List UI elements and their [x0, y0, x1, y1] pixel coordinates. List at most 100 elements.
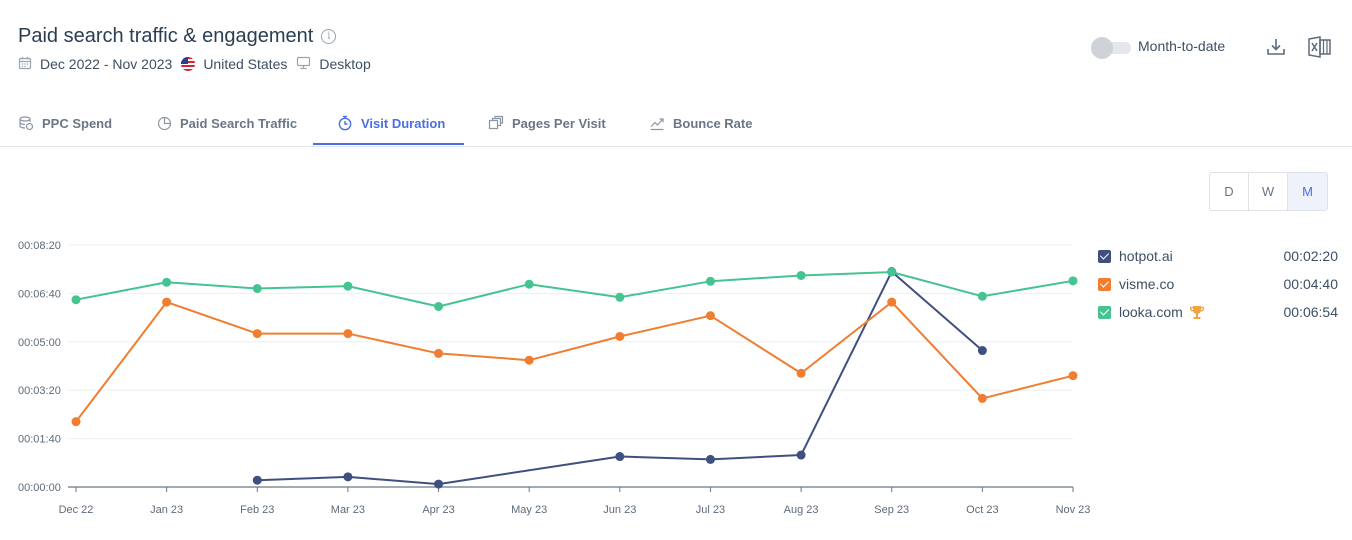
x-tick-label: Mar 23	[331, 504, 365, 516]
metric-tabs: PPC Spend Paid Search Traffic Visit Dura…	[0, 99, 1352, 147]
chart-gridlines	[68, 244, 1073, 488]
data-point[interactable]	[705, 276, 715, 286]
desktop-icon	[296, 56, 311, 73]
excel-export-icon[interactable]	[1308, 36, 1331, 58]
x-tick-label: Jun 23	[603, 504, 636, 516]
granularity-monthly-button[interactable]: M	[1288, 173, 1327, 210]
checkbox-icon[interactable]	[1098, 277, 1111, 291]
data-point[interactable]	[524, 355, 534, 365]
tab-ppc-spend[interactable]: PPC Spend	[18, 99, 112, 147]
data-point[interactable]	[71, 295, 81, 305]
y-tick-label: 00:06:40	[18, 288, 61, 300]
legend-label: visme.co	[1119, 276, 1175, 292]
tab-paid-search-traffic[interactable]: Paid Search Traffic	[157, 99, 297, 147]
legend-item-looka[interactable]: looka.com 00:06:54	[1098, 298, 1338, 326]
date-range[interactable]: Dec 2022 - Nov 2023	[40, 56, 173, 72]
x-tick-label: Aug 23	[784, 504, 819, 516]
data-point[interactable]	[252, 284, 262, 294]
visit-duration-chart: 00:00:00 00:01:40 00:03:20 00:05:00 00:06:40…	[18, 240, 1090, 516]
data-point[interactable]	[1068, 371, 1078, 381]
data-point[interactable]	[705, 311, 715, 321]
granularity-switch: D W M	[1209, 172, 1328, 211]
checkbox-icon[interactable]	[1098, 305, 1111, 319]
report-filters: Dec 2022 - Nov 2023 United States Deskto…	[18, 54, 380, 74]
y-axis-ticks: 00:00:00 00:01:40 00:03:20 00:05:00 00:06:40…	[18, 240, 61, 494]
series-line	[75, 271, 1074, 308]
country-filter[interactable]: United States	[203, 56, 288, 72]
data-point[interactable]	[796, 368, 806, 378]
tab-label: Paid Search Traffic	[180, 115, 298, 131]
data-point[interactable]	[434, 479, 444, 489]
granularity-daily-button[interactable]: D	[1210, 173, 1249, 210]
trend-icon	[649, 115, 665, 131]
x-tick-label: Dec 22	[59, 504, 94, 516]
data-point[interactable]	[434, 301, 444, 311]
data-point[interactable]	[71, 417, 81, 427]
month-to-date-label: Month-to-date	[1138, 38, 1226, 54]
series-looka-com	[71, 267, 1078, 311]
legend-item-hotpot[interactable]: hotpot.ai 00:02:20	[1098, 242, 1338, 270]
legend-value: 00:02:20	[1283, 248, 1339, 264]
report-header: Paid search traffic & engagement i Dec 2…	[18, 22, 380, 74]
tab-label: PPC Spend	[42, 115, 113, 131]
data-point[interactable]	[977, 291, 987, 301]
data-point[interactable]	[977, 393, 987, 403]
data-point[interactable]	[1068, 276, 1078, 286]
tab-label: Visit Duration	[361, 115, 446, 131]
granularity-weekly-button[interactable]: W	[1249, 173, 1288, 210]
data-point[interactable]	[615, 452, 625, 462]
pages-icon	[488, 115, 504, 131]
info-icon[interactable]: i	[321, 28, 337, 44]
tab-visit-duration[interactable]: Visit Duration	[337, 99, 445, 147]
series-line	[75, 301, 1074, 423]
x-tick-label: May 23	[511, 504, 547, 516]
series-visme-co	[71, 297, 1078, 427]
data-point[interactable]	[615, 331, 625, 341]
device-filter[interactable]: Desktop	[319, 56, 371, 72]
us-flag-icon	[181, 57, 196, 71]
trophy-icon	[1189, 305, 1205, 320]
chart-series	[71, 267, 1078, 489]
data-point[interactable]	[796, 270, 806, 280]
legend-item-visme[interactable]: visme.co 00:04:40	[1098, 270, 1338, 298]
checkbox-icon[interactable]	[1098, 249, 1111, 263]
data-point[interactable]	[343, 472, 353, 482]
data-point[interactable]	[343, 329, 353, 339]
x-tick-label: Oct 23	[966, 504, 998, 516]
data-point[interactable]	[252, 475, 262, 485]
x-tick-label: Apr 23	[422, 504, 454, 516]
y-tick-label: 00:08:20	[18, 240, 61, 252]
x-tick-label: Jan 23	[150, 504, 183, 516]
tab-label: Bounce Rate	[673, 115, 753, 131]
y-tick-label: 00:05:00	[18, 337, 61, 349]
data-point[interactable]	[252, 329, 262, 339]
data-point[interactable]	[162, 297, 172, 307]
tab-pages-per-visit[interactable]: Pages Per Visit	[488, 99, 606, 147]
data-point[interactable]	[524, 279, 534, 289]
chart-legend: hotpot.ai 00:02:20 visme.co 00:04:40 loo…	[1098, 242, 1338, 326]
data-point[interactable]	[796, 450, 806, 460]
data-point[interactable]	[343, 281, 353, 291]
tab-bounce-rate[interactable]: Bounce Rate	[649, 99, 752, 147]
data-point[interactable]	[705, 454, 715, 464]
x-tick-label: Feb 23	[240, 504, 274, 516]
tab-label: Pages Per Visit	[512, 115, 606, 131]
data-point[interactable]	[977, 346, 987, 356]
active-tab-indicator	[313, 143, 464, 145]
legend-value: 00:06:54	[1283, 304, 1339, 320]
download-icon[interactable]	[1265, 36, 1287, 58]
data-point[interactable]	[615, 292, 625, 302]
data-point[interactable]	[434, 348, 444, 358]
x-axis-ticks: Dec 22 Jan 23 Feb 23 Mar 23 Apr 23 May 23 Jun …	[59, 487, 1090, 516]
stopwatch-icon	[337, 115, 353, 131]
x-tick-label: Sep 23	[874, 504, 909, 516]
data-point[interactable]	[887, 267, 897, 277]
x-tick-label: Jul 23	[696, 504, 725, 516]
legend-label: looka.com	[1119, 304, 1183, 320]
pie-chart-icon	[157, 116, 172, 131]
month-to-date-toggle[interactable]	[1091, 37, 1131, 59]
data-point[interactable]	[162, 277, 172, 287]
y-tick-label: 00:03:20	[18, 385, 61, 397]
data-point[interactable]	[887, 297, 897, 307]
y-tick-label: 00:01:40	[18, 434, 61, 446]
